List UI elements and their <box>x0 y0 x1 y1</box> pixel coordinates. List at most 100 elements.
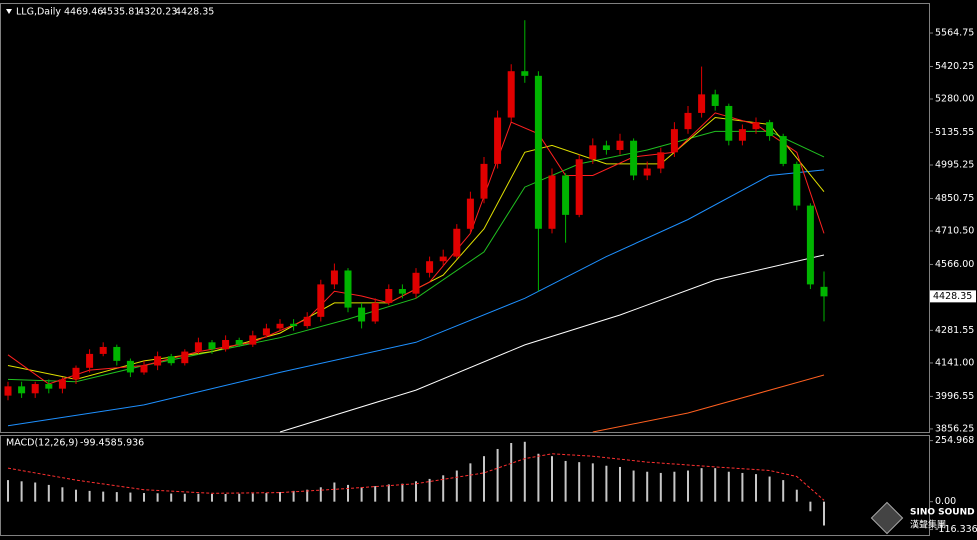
logo-chinese: 漢聲集團 <box>910 519 946 531</box>
candle-body <box>562 175 570 215</box>
candle-body <box>194 342 202 352</box>
candle-body <box>290 323 298 327</box>
logo-name: SINO SOUND <box>910 508 975 518</box>
y-tick-label: 5135.55 <box>935 127 974 138</box>
candle-body <box>31 384 39 394</box>
candle-body <box>698 94 706 113</box>
y-tick-label: 3996.55 <box>935 391 974 402</box>
moving-average-line <box>279 254 825 433</box>
candle-body <box>616 140 624 150</box>
candle-body <box>317 284 325 317</box>
price-tag-label: 4428.35 <box>933 291 972 302</box>
y-tick-label: 3856.25 <box>935 423 974 434</box>
candle-body <box>181 351 189 364</box>
price-tag <box>930 290 976 303</box>
candle-body <box>330 270 338 285</box>
candle-body <box>371 302 379 322</box>
candle-body <box>385 289 393 303</box>
candle-body <box>262 328 270 336</box>
candle-body <box>480 163 488 199</box>
candle-body <box>752 122 760 130</box>
candle-body <box>344 270 352 308</box>
candle-body <box>86 353 94 368</box>
candle-body <box>507 71 515 118</box>
candle-body <box>766 122 774 137</box>
ohlc-high: 4535.81 <box>101 7 140 18</box>
candle-body <box>589 145 597 160</box>
candle-body <box>358 307 366 322</box>
macd-y-tick-label: 254.968 <box>935 435 974 446</box>
candle-body <box>412 272 420 294</box>
candle-body <box>684 112 692 130</box>
candle-body <box>18 386 26 394</box>
menu-arrow <box>6 9 12 14</box>
candle-body <box>602 145 610 150</box>
macd-signal-value: 5.936 <box>117 438 144 449</box>
candle-body <box>140 365 148 373</box>
candle-body <box>439 256 447 262</box>
candle-body <box>235 340 243 345</box>
candle-body <box>738 129 746 141</box>
macd-y-tick-label: 0.00 <box>935 496 956 507</box>
candle-body <box>494 117 502 164</box>
candle-body <box>453 228 461 257</box>
candle-body <box>99 346 107 354</box>
logo-icon <box>870 501 904 535</box>
candle-body <box>575 159 583 215</box>
candle-body <box>657 152 665 169</box>
y-tick-label: 5420.25 <box>935 61 974 72</box>
macd-signal-line <box>7 453 825 501</box>
y-tick-label: 5280.00 <box>935 94 974 105</box>
moving-average-line <box>592 374 825 433</box>
candle-body <box>276 323 284 329</box>
ohlc-open: 4469.46 <box>64 7 103 18</box>
main-frame <box>0 3 930 433</box>
y-tick-label: 4995.25 <box>935 159 974 170</box>
candle-body <box>670 129 678 153</box>
candle-body <box>303 316 311 327</box>
candle-body <box>806 205 814 285</box>
candle-body <box>643 168 651 176</box>
ohlc-low: 4320.23 <box>138 7 177 18</box>
candle-body <box>249 335 257 345</box>
moving-average-line <box>7 169 825 427</box>
candle-body <box>4 386 12 396</box>
candle-body <box>126 360 134 373</box>
y-tick-label: 5564.75 <box>935 28 974 39</box>
candle-body <box>534 75 542 229</box>
candle-body <box>779 136 787 164</box>
candle-body <box>58 379 66 389</box>
candle-body <box>222 340 230 350</box>
candle-body <box>793 163 801 206</box>
candle-body <box>113 346 121 361</box>
logo: SINO SOUND 漢聲集團 <box>870 501 975 535</box>
candle-body <box>820 286 828 297</box>
candle-body <box>167 356 175 364</box>
candle-body <box>711 94 719 106</box>
y-tick-label: 4281.55 <box>935 325 974 336</box>
candle-body <box>548 175 556 229</box>
y-tick-label: 4566.00 <box>935 259 974 270</box>
macd-frame <box>0 435 930 536</box>
y-tick-label: 4141.00 <box>935 357 974 368</box>
y-tick-label: 4710.50 <box>935 225 974 236</box>
candle-body <box>725 105 733 141</box>
macd-title: MACD(12,26,9) <box>6 438 78 449</box>
moving-average-line <box>7 116 825 380</box>
candle-body <box>45 384 53 389</box>
candle-body <box>630 140 638 176</box>
ohlc-close: 4428.35 <box>175 7 214 18</box>
symbol-label: LLG,Daily <box>16 7 61 18</box>
candle-body <box>426 261 434 273</box>
candle-body <box>72 367 80 380</box>
macd-y-tick-label: -116.336 <box>935 524 977 535</box>
y-tick-label: 4850.75 <box>935 193 974 204</box>
candle-body <box>521 71 529 76</box>
candle-body <box>154 356 162 366</box>
candle-body <box>466 198 474 229</box>
macd-value: -99.458 <box>80 438 117 449</box>
candle-body <box>208 342 216 350</box>
